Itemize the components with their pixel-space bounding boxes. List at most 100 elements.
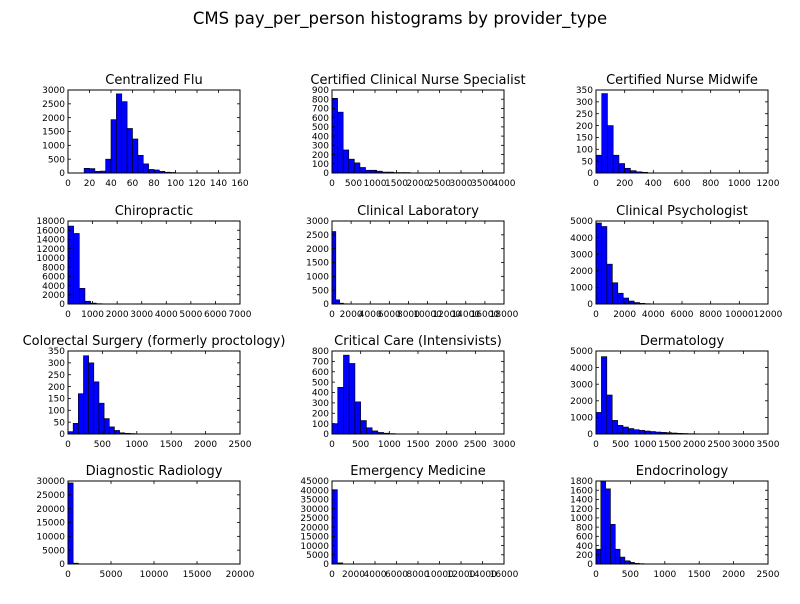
histogram-bar [343,355,349,434]
y-tick-label: 500 [312,286,329,296]
y-tick-label: 1400 [570,496,593,506]
y-tick-label: 40000 [300,486,329,496]
y-tick-label: 200 [576,122,593,132]
histogram-bar [89,363,94,434]
y-tick-label: 1500 [42,128,65,138]
x-tick-label: 100 [167,179,184,189]
panel-title: Clinical Laboratory [357,204,479,219]
x-tick-label: 1000 [634,440,657,450]
x-tick-label: 3000 [732,440,755,450]
histogram-bar [332,232,336,304]
y-tick-label: 400 [576,542,593,552]
histogram-bar [607,264,612,304]
y-tick-label: 2500 [306,231,329,241]
x-tick-label: 2500 [428,179,451,189]
axes-frame [68,90,240,173]
x-tick-label: 7000 [229,310,252,320]
histogram-bar [343,150,349,173]
y-tick-label: 50 [54,418,66,428]
x-tick-label: 5000 [100,570,123,580]
x-tick-label: 0 [329,570,335,580]
histogram-bar [338,387,344,434]
x-tick-label: 0 [593,310,599,320]
y-tick-label: 18000 [36,217,65,227]
y-tick-label: 4000 [42,282,65,292]
histogram-bar [639,430,644,434]
histogram-bar [619,164,625,173]
histogram-bar [74,233,80,304]
y-tick-label: 700 [312,358,329,368]
histogram-bar [618,293,623,304]
x-tick-label: 3000 [493,440,516,450]
x-tick-label: 160 [231,179,248,189]
axes-frame [596,90,768,173]
y-tick-label: 2000 [570,397,593,407]
y-tick-label: 600 [312,114,329,124]
x-tick-label: 40 [105,179,117,189]
x-tick-label: 120 [188,179,205,189]
y-tick-label: 30000 [36,477,65,487]
histogram-bar [355,402,361,434]
x-tick-label: 2500 [464,440,487,450]
y-tick-label: 250 [48,371,65,381]
panel-title: Endocrinology [636,464,729,479]
x-tick-label: 140 [210,179,227,189]
x-tick-label: 1000 [378,440,401,450]
x-tick-label: 0 [593,570,599,580]
x-tick-label: 5000 [179,310,202,320]
y-tick-label: 1800 [570,477,593,487]
y-tick-label: 45000 [300,477,329,487]
figure-title: CMS pay_per_person histograms by provide… [0,9,800,28]
histogram-bar [68,226,74,304]
x-tick-label: 10000 [140,570,169,580]
y-tick-label: 800 [312,95,329,105]
y-tick-label: 200 [48,383,65,393]
axes-frame [332,90,504,173]
x-tick-label: 6000 [204,310,227,320]
y-tick-label: 0 [323,560,329,570]
x-tick-label: 0 [329,179,335,189]
histogram-bar [602,94,608,173]
y-tick-label: 400 [312,132,329,142]
x-tick-label: 3000 [130,310,153,320]
y-tick-label: 0 [59,430,65,440]
y-tick-label: 3000 [306,217,329,227]
x-tick-label: 3000 [450,179,473,189]
histogram-bar [366,428,372,434]
x-tick-label: 4000 [493,179,516,189]
histogram-bar [596,412,601,434]
x-tick-label: 6000 [671,310,694,320]
panel-title: Centralized Flu [105,73,202,88]
histogram-bar [601,481,606,564]
histogram-bar [79,288,85,304]
y-tick-label: 500 [312,123,329,133]
panel-title: Clinical Psychologist [616,204,748,219]
x-tick-label: 3500 [757,440,780,450]
panel-title: Diagnostic Radiology [86,464,223,479]
y-tick-label: 800 [312,347,329,357]
histogram-bar [109,427,114,434]
histogram-bar [615,549,620,564]
y-tick-label: 3000 [570,250,593,260]
x-tick-label: 80 [148,179,160,189]
histogram-bar [122,102,127,173]
y-tick-label: 25000 [300,514,329,524]
x-tick-label: 12000 [754,310,783,320]
y-tick-label: 1000 [570,514,593,524]
histogram-bar [336,300,340,304]
panel-title: Chiropractic [115,204,194,219]
y-tick-label: 8000 [42,263,65,273]
histogram-bar [601,226,606,304]
y-tick-label: 25000 [36,491,65,501]
y-tick-label: 300 [576,98,593,108]
x-tick-label: 1500 [385,179,408,189]
x-tick-label: 400 [645,179,662,189]
